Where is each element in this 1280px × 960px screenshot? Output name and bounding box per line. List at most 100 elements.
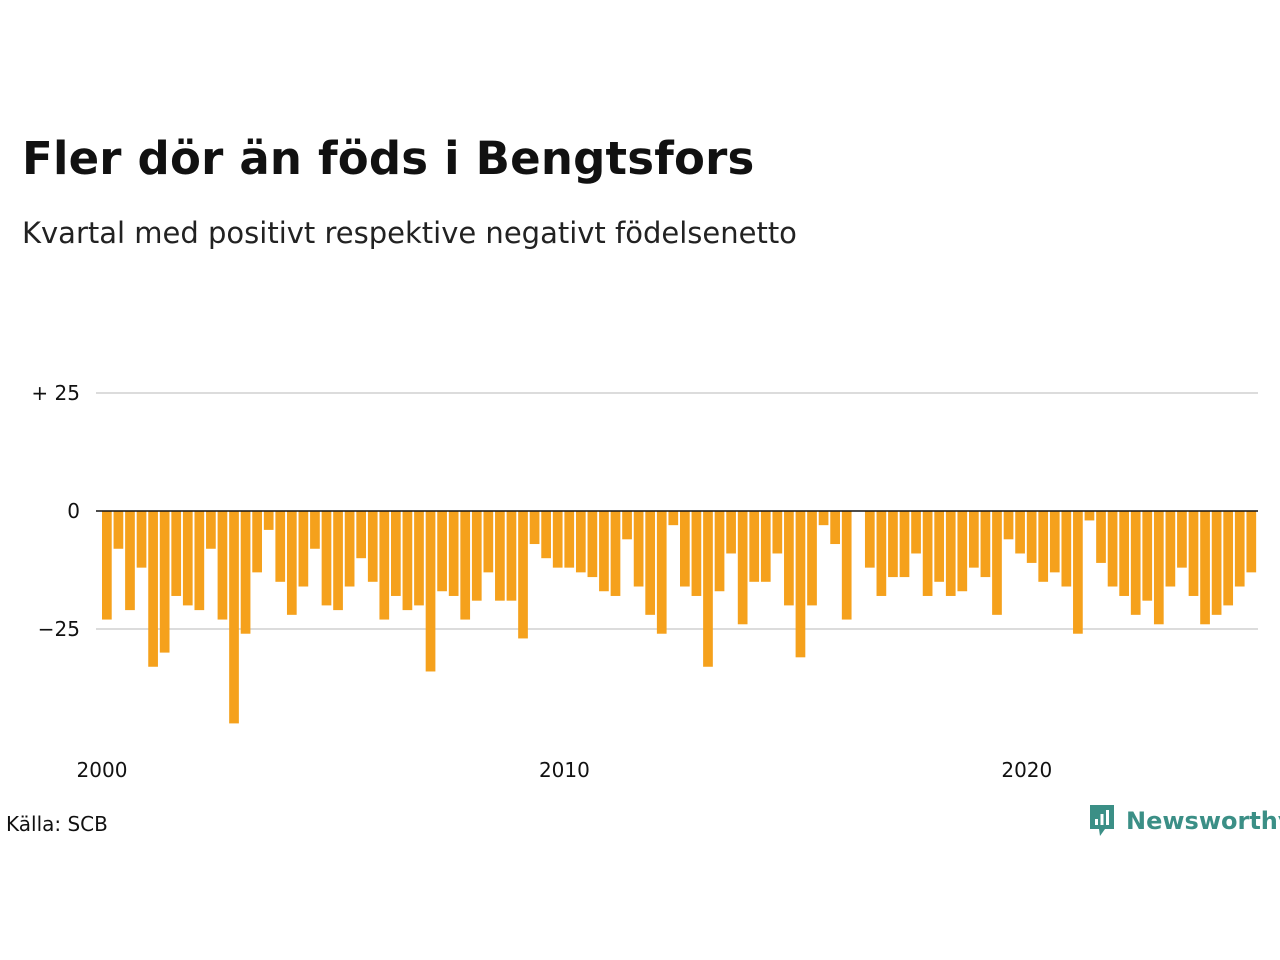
- bar-2002-Q4: [229, 511, 239, 724]
- bar-2006-Q2: [391, 511, 401, 596]
- bar-2017-Q1: [888, 511, 898, 578]
- bar-2020-Q4: [1061, 511, 1072, 587]
- bar-2017-Q4: [922, 511, 933, 596]
- grid-lines: [96, 392, 1258, 630]
- source-note: Källa: SCB: [6, 812, 108, 836]
- bar-2003-Q1: [240, 511, 251, 634]
- bar-2000-Q2: [113, 511, 124, 549]
- bar-2020-Q3: [1049, 511, 1060, 573]
- y-tick-label: 0: [67, 499, 80, 523]
- bar-2001-Q2: [159, 511, 170, 653]
- bars: [102, 511, 1257, 724]
- bar-2022-Q2: [1130, 511, 1141, 615]
- bar-2021-Q4: [1107, 511, 1118, 587]
- bar-2004-Q1: [286, 511, 297, 615]
- bar-2024-Q2: [1223, 511, 1234, 606]
- bar-2004-Q2: [298, 511, 309, 587]
- bar-2017-Q2: [899, 511, 910, 578]
- bar-2013-Q3: [726, 511, 736, 554]
- bar-2017-Q3: [911, 511, 921, 554]
- bar-2002-Q3: [217, 511, 228, 620]
- bar-2015-Q3: [818, 511, 829, 526]
- bar-2000-Q1: [102, 511, 112, 620]
- bar-2005-Q3: [356, 511, 367, 559]
- bar-2019-Q4: [1015, 511, 1025, 554]
- bar-2018-Q2: [945, 511, 956, 596]
- bar-2022-Q4: [1153, 511, 1164, 625]
- bar-2010-Q1: [564, 511, 575, 568]
- bar-2007-Q1: [425, 511, 436, 672]
- bar-2019-Q3: [1003, 511, 1014, 540]
- bar-2003-Q4: [275, 511, 286, 582]
- bar-2023-Q1: [1165, 511, 1176, 587]
- y-tick-label: −25: [38, 617, 80, 641]
- brand-logo[interactable]: Newsworthy: [1088, 803, 1280, 839]
- bar-2024-Q4: [1246, 511, 1257, 573]
- bar-2021-Q2: [1084, 511, 1095, 521]
- newsworthy-logo-icon: [1090, 805, 1114, 836]
- bar-2003-Q2: [252, 511, 262, 573]
- x-tick-label: 2000: [77, 758, 128, 782]
- bar-2008-Q2: [483, 511, 494, 573]
- bar-2010-Q2: [575, 511, 586, 573]
- bar-2024-Q1: [1211, 511, 1222, 615]
- bar-2001-Q3: [171, 511, 182, 596]
- bar-2009-Q2: [529, 511, 540, 545]
- bar-2004-Q3: [310, 511, 320, 549]
- bar-2012-Q2: [668, 511, 679, 526]
- bar-2013-Q1: [703, 511, 713, 667]
- bar-2014-Q4: [784, 511, 794, 606]
- bar-2020-Q1: [1026, 511, 1037, 563]
- bar-2018-Q3: [957, 511, 968, 592]
- bar-2006-Q4: [414, 511, 424, 606]
- bar-2002-Q1: [194, 511, 205, 611]
- bar-2005-Q1: [333, 511, 343, 611]
- bar-2011-Q4: [645, 511, 656, 615]
- x-tick-label: 2010: [539, 758, 590, 782]
- bar-2003-Q3: [263, 511, 274, 530]
- bar-2019-Q2: [992, 511, 1002, 615]
- bar-2016-Q3: [864, 511, 875, 568]
- chart-title: Fler dör än föds i Bengtsfors: [22, 132, 755, 185]
- bar-2014-Q3: [772, 511, 783, 554]
- chart-subtitle: Kvartal med positivt respektive negativt…: [22, 216, 797, 250]
- bar-2010-Q3: [587, 511, 598, 578]
- bar-2014-Q1: [749, 511, 760, 582]
- bar-2001-Q1: [148, 511, 158, 667]
- bar-2010-Q4: [599, 511, 609, 592]
- bar-2006-Q1: [379, 511, 390, 620]
- y-axis-ticks: + 25 0 −25: [31, 381, 80, 641]
- bar-2013-Q2: [714, 511, 725, 592]
- bar-2015-Q4: [830, 511, 840, 545]
- bar-2016-Q1: [841, 511, 852, 620]
- bar-2009-Q4: [552, 511, 563, 568]
- bar-2021-Q3: [1096, 511, 1106, 563]
- bar-2000-Q3: [125, 511, 135, 611]
- bar-2011-Q1: [610, 511, 621, 596]
- bar-2005-Q2: [344, 511, 355, 587]
- bar-2009-Q3: [541, 511, 551, 559]
- bar-2012-Q4: [691, 511, 702, 596]
- y-tick-label: + 25: [31, 381, 80, 405]
- bar-2023-Q3: [1188, 511, 1199, 596]
- bar-2014-Q2: [760, 511, 771, 582]
- x-axis-ticks: 2000 2010 2020: [77, 758, 1053, 782]
- bar-2008-Q4: [506, 511, 517, 601]
- bar-2008-Q1: [471, 511, 482, 601]
- x-tick-label: 2020: [1001, 758, 1052, 782]
- bar-2011-Q2: [622, 511, 632, 540]
- bar-2008-Q3: [495, 511, 505, 601]
- bar-2007-Q3: [448, 511, 459, 596]
- bar-2023-Q4: [1200, 511, 1210, 625]
- bar-2001-Q4: [182, 511, 193, 606]
- bar-2012-Q1: [656, 511, 667, 634]
- bar-2023-Q2: [1177, 511, 1187, 568]
- bar-2007-Q4: [460, 511, 471, 620]
- bar-2009-Q1: [518, 511, 528, 639]
- bar-2000-Q4: [136, 511, 147, 568]
- bar-2002-Q2: [206, 511, 216, 549]
- bar-2015-Q1: [795, 511, 806, 658]
- bar-2024-Q3: [1234, 511, 1245, 587]
- bar-2021-Q1: [1073, 511, 1083, 634]
